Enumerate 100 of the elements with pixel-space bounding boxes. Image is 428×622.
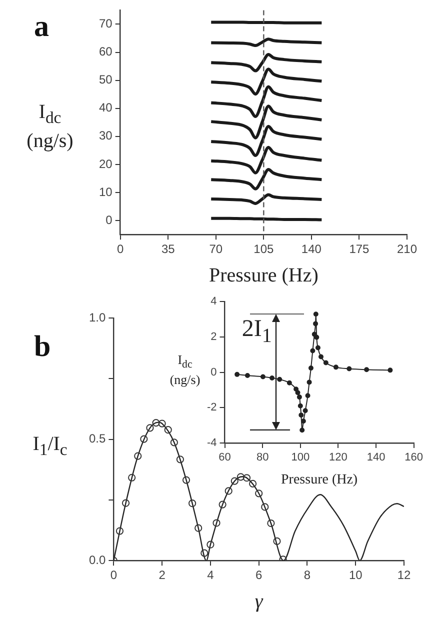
x-tick-label: 140 [301,242,322,256]
point [313,321,318,326]
y-tick-label: -2 [207,402,217,414]
point [308,366,314,371]
point [300,418,306,424]
y-tick-label: 0.0 [88,552,106,567]
y-tick-label: 1.0 [88,310,106,324]
x-tick-label: 210 [396,242,418,256]
point [315,345,320,350]
point [188,500,196,508]
chart-title: b [34,330,51,364]
y-tick-label: 0.5 [88,432,106,446]
point [255,490,263,498]
point [182,476,190,484]
line-series [210,38,324,48]
point [140,435,148,443]
point [128,474,136,482]
y-tick-label: 2 [210,330,217,343]
point [146,424,154,432]
point [323,360,328,366]
point [234,372,240,377]
line-series [210,168,324,190]
x-axis-title: Pressure (Hz) [208,264,318,286]
y-tick-label: 60 [98,44,113,59]
point [333,364,338,370]
chart-title: a [34,10,49,44]
point [306,380,312,385]
point [305,393,310,398]
line-series [210,146,324,174]
point [206,540,214,548]
point [298,412,304,418]
point [244,372,250,378]
point [310,348,316,354]
point [300,428,305,433]
point [218,500,226,508]
x-tick-label: 35 [161,242,176,256]
x-tick-label: 8 [304,568,311,582]
x-tick-label: 0 [117,242,124,256]
point [176,456,184,464]
point [273,537,281,545]
x-tick-label: 120 [329,452,348,464]
point [302,408,308,414]
x-tick-label: 6 [255,568,262,582]
y-tick-label: 0 [106,212,113,227]
line-series [210,124,324,157]
line-series [210,193,324,205]
point [318,354,324,360]
point [134,452,142,460]
x-tick-label: 12 [397,568,411,582]
point [313,312,318,317]
line-series [210,104,324,140]
point [294,386,299,392]
y-axis-title: I$_{1}$/I$_{c}$ [32,432,68,461]
point [200,549,208,557]
x-tick-label: 160 [404,452,424,464]
point [286,380,292,386]
point [230,477,238,485]
x-tick-label: 140 [366,452,386,464]
x-tick-label: 80 [256,452,269,464]
x-tick-label: 2 [158,568,166,582]
y-tick-label: 30 [98,128,113,143]
line-series [210,68,324,96]
point [298,403,303,408]
annotation: 2I$_{1}$ [240,316,272,348]
point [242,474,251,482]
y-tick-label: 40 [98,100,113,115]
y-tick-label: 20 [98,156,113,171]
point [346,366,352,372]
point [194,524,202,532]
point [170,438,178,446]
x-tick-label: 105 [254,242,274,256]
point [388,368,393,373]
x-tick-label: 100 [291,452,310,464]
point [212,519,220,527]
x-tick-label: 60 [218,452,231,464]
point [122,499,130,507]
point [116,527,124,535]
y-tick-label: 4 [210,296,217,308]
point [277,376,282,382]
y-tick-label: 10 [98,184,113,199]
y-axis-title: I$_{dc}$ (ng/s) [26,100,74,154]
point [261,503,269,511]
point [364,367,370,372]
point [152,419,160,427]
x-axis-title: γ [254,590,264,612]
line-series [210,53,324,72]
point [270,375,275,380]
point [158,420,166,428]
point [260,374,266,380]
x-axis-title: Pressure (Hz) [281,472,358,488]
point [236,473,244,481]
point [224,487,232,495]
y-tick-label: 50 [98,72,113,87]
point [267,519,275,528]
y-axis-title: I$_{dc}$ (ng/s) [168,352,202,388]
point [296,394,302,400]
line-series [210,85,324,118]
y-tick-label: 70 [98,16,113,31]
y-tick-label: 0 [210,366,217,378]
y-tick-label: -4 [207,437,217,450]
